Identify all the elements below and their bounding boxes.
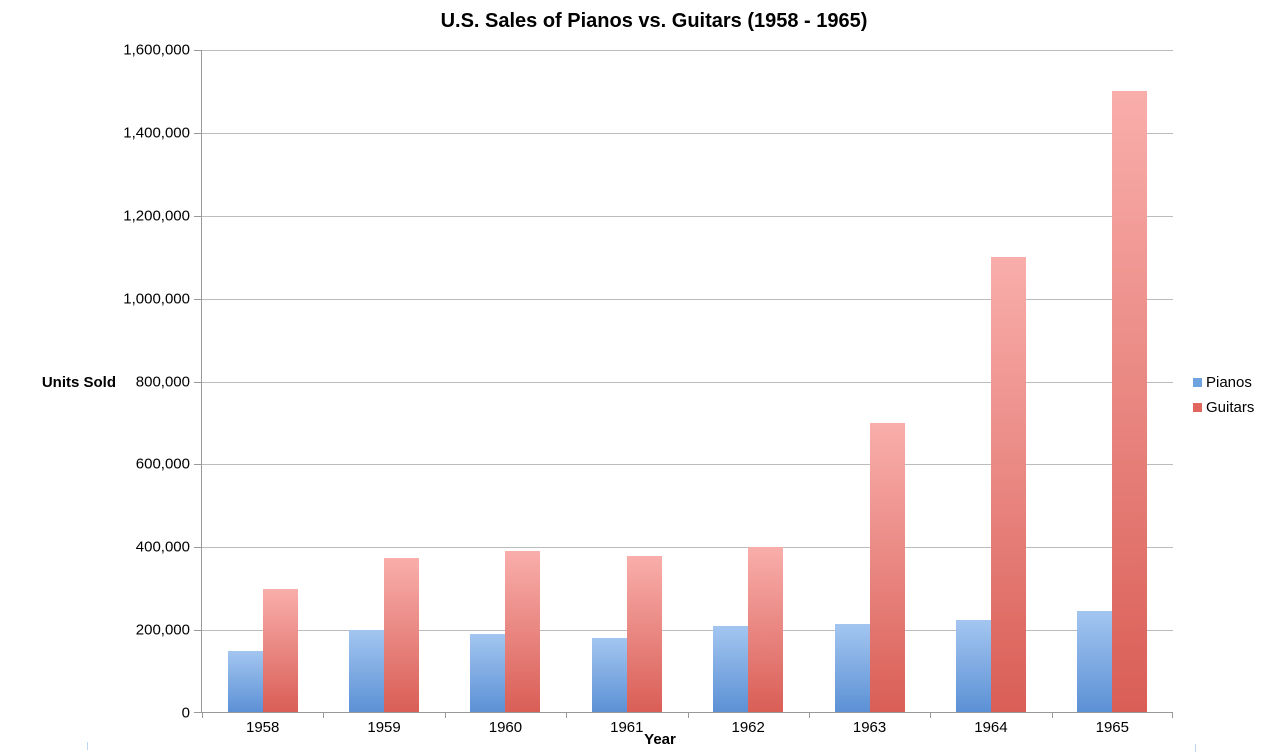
y-axis-tick xyxy=(194,133,201,134)
y-axis-tick xyxy=(194,464,201,465)
bar-pianos-1962 xyxy=(713,626,749,713)
x-axis-tick xyxy=(1172,713,1173,718)
x-tick-label-1963: 1963 xyxy=(852,719,887,736)
bar-pianos-1960 xyxy=(470,634,506,713)
bars-layer xyxy=(202,50,1173,713)
y-tick-label: 1,400,000 xyxy=(123,124,190,142)
x-axis-tick xyxy=(566,713,567,718)
bar-guitars-1965 xyxy=(1112,91,1148,713)
plot-area xyxy=(194,50,1173,718)
gridline xyxy=(202,630,1173,631)
y-tick-label: 400,000 xyxy=(135,538,190,556)
gridline xyxy=(202,50,1173,51)
legend-swatch-icon xyxy=(1193,378,1202,387)
gridline xyxy=(202,216,1173,217)
y-axis-line xyxy=(201,50,202,713)
x-axis-tick xyxy=(202,713,203,718)
y-axis-title: Units Sold xyxy=(41,374,116,391)
bar-guitars-1960 xyxy=(505,551,541,713)
x-axis-tick xyxy=(1052,713,1053,718)
y-axis-tick xyxy=(194,382,201,383)
x-axis-tick xyxy=(688,713,689,718)
year-group-1964 xyxy=(930,50,1051,713)
x-tick-label-1964: 1964 xyxy=(974,719,1008,736)
year-group-1962 xyxy=(688,50,809,713)
year-group-1963 xyxy=(809,50,930,713)
y-tick-label: 800,000 xyxy=(135,373,190,390)
legend-item-guitars: Guitars xyxy=(1193,399,1254,416)
y-tick-label: 1,200,000 xyxy=(123,207,190,225)
gridline xyxy=(202,133,1173,134)
y-axis-tick xyxy=(194,216,201,217)
bar-pianos-1964 xyxy=(955,620,991,713)
edge-artifact-tick xyxy=(87,742,88,750)
x-tick-label-1961: 1961 xyxy=(610,719,644,736)
bar-guitars-1959 xyxy=(384,558,420,713)
x-axis-tick xyxy=(323,713,324,718)
chart-title: U.S. Sales of Pianos vs. Guitars (1958 -… xyxy=(440,10,868,32)
gridline xyxy=(202,299,1173,300)
bar-pianos-1965 xyxy=(1077,611,1113,713)
x-tick-label-1959: 1959 xyxy=(367,719,401,736)
year-group-1965 xyxy=(1052,50,1173,713)
bar-guitars-1962 xyxy=(748,547,784,713)
bar-guitars-1958 xyxy=(262,589,298,713)
bar-pianos-1958 xyxy=(227,651,263,713)
edge-artifact-tick xyxy=(1195,744,1196,752)
y-tick-label: 1,600,000 xyxy=(123,41,190,59)
legend-swatch-icon xyxy=(1193,403,1202,412)
gridline xyxy=(202,382,1173,383)
year-group-1958 xyxy=(202,50,323,713)
x-axis-tick xyxy=(930,713,931,718)
y-tick-label: 0 xyxy=(181,704,190,722)
gridline xyxy=(202,464,1173,465)
y-tick-label: 200,000 xyxy=(135,621,190,639)
x-axis-tick xyxy=(809,713,810,718)
bar-guitars-1963 xyxy=(869,423,905,713)
y-axis-tick xyxy=(194,50,201,51)
legend-label: Pianos xyxy=(1206,374,1252,391)
bar-pianos-1959 xyxy=(349,630,385,713)
y-axis-tick xyxy=(194,299,201,300)
x-axis-line xyxy=(201,712,1173,713)
legend: Pianos Guitars xyxy=(1193,374,1254,416)
x-axis-tick xyxy=(445,713,446,718)
y-tick-label: 600,000 xyxy=(135,455,190,473)
x-axis-title: Year xyxy=(644,731,676,748)
x-tick-label-1965: 1965 xyxy=(1095,719,1129,736)
year-group-1960 xyxy=(445,50,566,713)
y-axis-tick xyxy=(194,547,201,548)
year-group-1959 xyxy=(323,50,444,713)
y-axis-tick xyxy=(194,712,201,713)
legend-item-pianos: Pianos xyxy=(1193,374,1254,391)
bar-pianos-1961 xyxy=(591,638,627,713)
y-tick-label: 1,000,000 xyxy=(123,290,190,308)
y-axis-tick xyxy=(194,630,201,631)
year-group-1961 xyxy=(566,50,687,713)
legend-label: Guitars xyxy=(1206,399,1255,416)
x-tick-label-1962: 1962 xyxy=(731,719,765,736)
x-tick-label-1958: 1958 xyxy=(246,719,280,736)
gridline xyxy=(202,547,1173,548)
bar-guitars-1964 xyxy=(990,257,1026,713)
bar-guitars-1961 xyxy=(626,556,662,713)
x-tick-label-1960: 1960 xyxy=(488,719,523,736)
bar-pianos-1963 xyxy=(834,624,870,713)
